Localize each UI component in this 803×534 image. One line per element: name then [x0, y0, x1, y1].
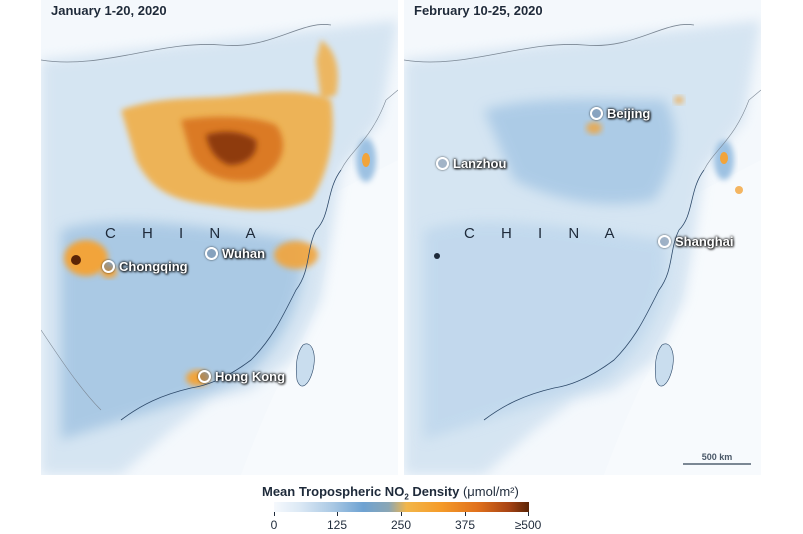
legend-tick-label: ≥500 — [514, 518, 542, 532]
city-marker-icon — [436, 157, 449, 170]
city-marker-icon — [658, 235, 671, 248]
legend-tick-label: 375 — [454, 518, 476, 532]
legend-color-bar — [274, 502, 529, 512]
city-label: Hong Kong — [215, 369, 286, 384]
city-shanghai: Shanghai — [658, 234, 734, 249]
legend-tick — [465, 512, 466, 516]
no2-map-february — [404, 0, 761, 475]
scale-bar: 500 km — [683, 452, 751, 466]
country-label-china: C H I N A — [464, 225, 626, 242]
legend-title-text-end: Density — [408, 484, 460, 499]
legend-tick — [337, 512, 338, 516]
map-panel-january: January 1-20, 2020 C H I N A Wuhan Chong… — [41, 0, 398, 475]
panel-title-february: February 10-25, 2020 — [414, 3, 543, 18]
city-label: Shanghai — [675, 234, 734, 249]
city-beijing: Beijing — [590, 106, 650, 121]
legend-tick-label: 250 — [390, 518, 412, 532]
legend-ticks — [274, 512, 529, 516]
legend-tick — [528, 512, 529, 516]
city-marker-icon — [102, 260, 115, 273]
city-marker-icon — [198, 370, 211, 383]
color-legend: Mean Tropospheric NO2 Density (μmol/m²) … — [0, 478, 803, 534]
no2-map-january — [41, 0, 398, 475]
city-hong-kong: Hong Kong — [198, 369, 285, 384]
legend-tick-label: 125 — [326, 518, 348, 532]
legend-unit: (μmol/m²) — [462, 484, 519, 499]
legend-title-subscript: 2 — [404, 492, 409, 502]
city-label: Beijing — [607, 106, 651, 121]
city-marker-icon — [590, 107, 603, 120]
legend-tick — [401, 512, 402, 516]
city-wuhan: Wuhan — [205, 246, 265, 261]
map-panel-february: February 10-25, 2020 C H I N A Beijing L… — [404, 0, 761, 475]
city-marker-icon — [205, 247, 218, 260]
legend-title-text: Mean Tropospheric NO — [262, 484, 405, 499]
scale-bar-line — [683, 463, 751, 465]
legend-title: Mean Tropospheric NO2 Density (μmol/m²) — [262, 484, 519, 502]
legend-tick-label: 0 — [270, 518, 278, 532]
legend-tick — [274, 512, 275, 516]
country-label-china: C H I N A — [105, 225, 267, 242]
city-chongqing: Chongqing — [102, 259, 188, 274]
scale-bar-label: 500 km — [701, 452, 733, 462]
panel-title-january: January 1-20, 2020 — [51, 3, 167, 18]
city-label: Lanzhou — [453, 156, 507, 171]
city-label: Wuhan — [222, 246, 266, 261]
city-label: Chongqing — [119, 259, 188, 274]
city-lanzhou: Lanzhou — [436, 156, 506, 171]
